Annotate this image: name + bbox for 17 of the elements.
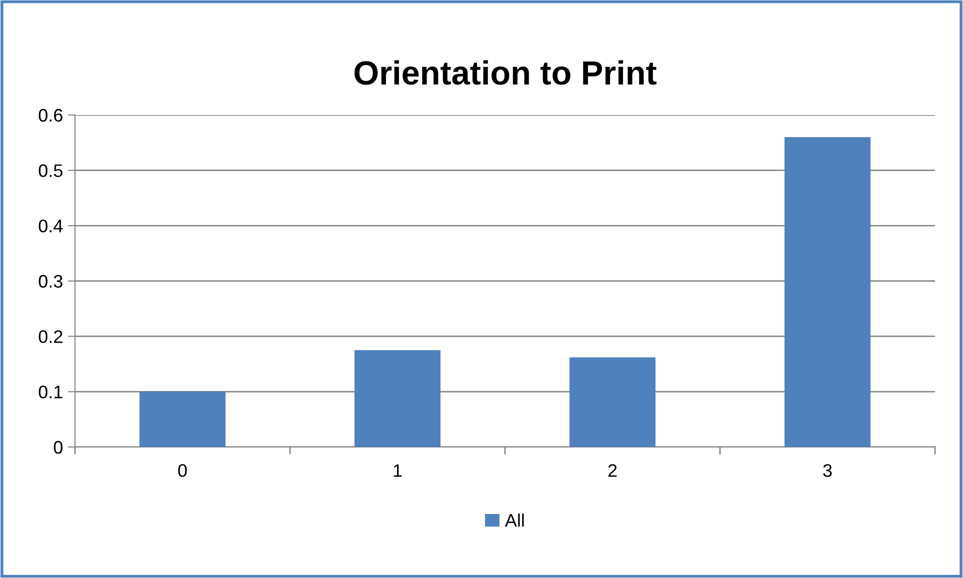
bar [354,350,440,447]
x-tick-label: 3 [823,464,832,477]
y-tick-label: 0.6 [38,108,62,122]
bar [140,392,226,447]
y-tick-label: 0 [54,440,62,454]
bar [784,137,870,447]
legend-label: All [504,514,524,527]
y-tick-label: 0.1 [38,386,62,398]
y-tick-label: 0.3 [38,274,62,288]
bar [570,357,656,447]
y-tick-label: 0.2 [38,330,62,344]
x-tick-label: 2 [608,464,617,477]
chart-title: Orientation to Print [354,60,656,85]
y-tick-label: 0.4 [38,220,63,232]
x-tick-label: 1 [394,464,402,477]
x-tick-label: 0 [178,464,187,477]
y-tick-label: 0.5 [38,164,62,178]
